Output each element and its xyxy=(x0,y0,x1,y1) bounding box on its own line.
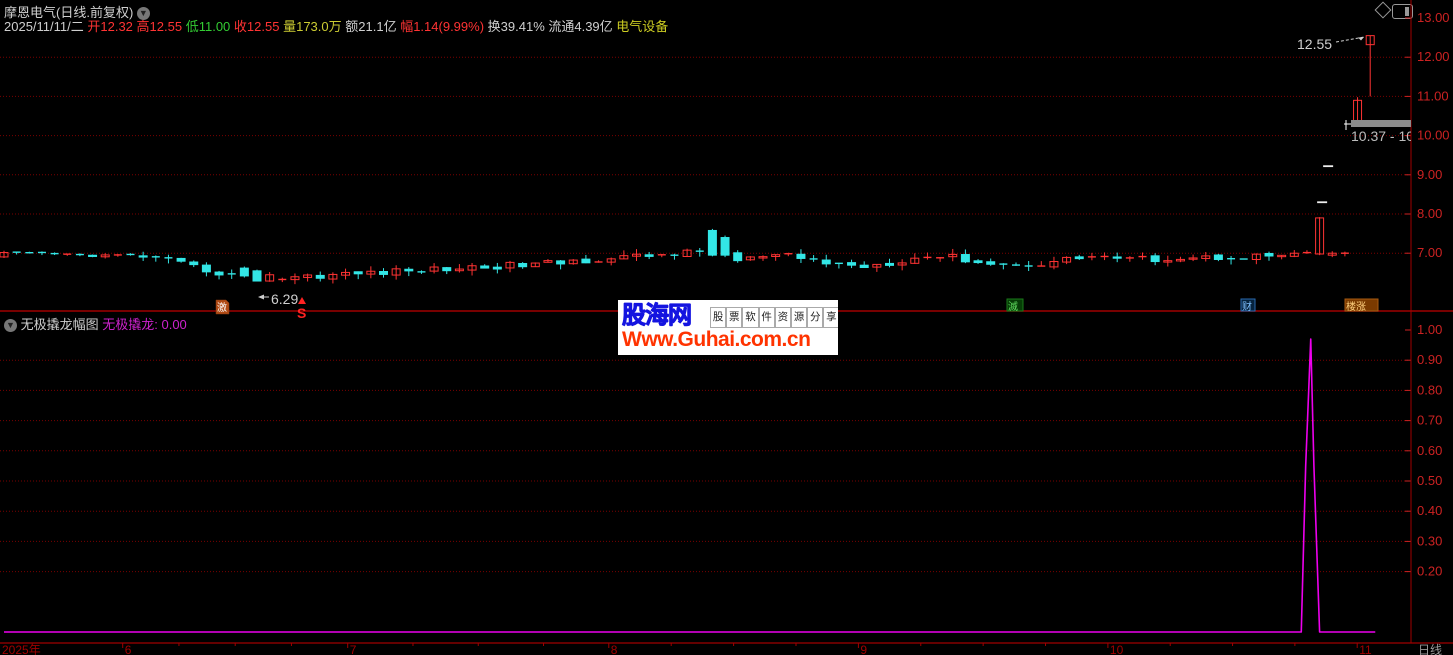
svg-text:0.80: 0.80 xyxy=(1417,382,1442,397)
svg-text:7: 7 xyxy=(350,643,357,655)
svg-text:0.70: 0.70 xyxy=(1417,413,1442,428)
svg-text:9: 9 xyxy=(860,643,867,655)
svg-text:0.50: 0.50 xyxy=(1417,473,1442,488)
svg-text:11: 11 xyxy=(1359,643,1372,655)
svg-text:8: 8 xyxy=(611,643,618,655)
svg-text:10: 10 xyxy=(1110,643,1124,655)
svg-text:6: 6 xyxy=(125,643,132,655)
svg-text:0.90: 0.90 xyxy=(1417,352,1442,367)
svg-text:0.40: 0.40 xyxy=(1417,503,1442,518)
svg-text:0.20: 0.20 xyxy=(1417,564,1442,579)
svg-text:0.60: 0.60 xyxy=(1417,443,1442,458)
svg-text:2025年: 2025年 xyxy=(2,643,41,655)
svg-text:0.30: 0.30 xyxy=(1417,533,1442,548)
svg-text:1.00: 1.00 xyxy=(1417,322,1442,337)
svg-text:日线: 日线 xyxy=(1418,643,1442,655)
